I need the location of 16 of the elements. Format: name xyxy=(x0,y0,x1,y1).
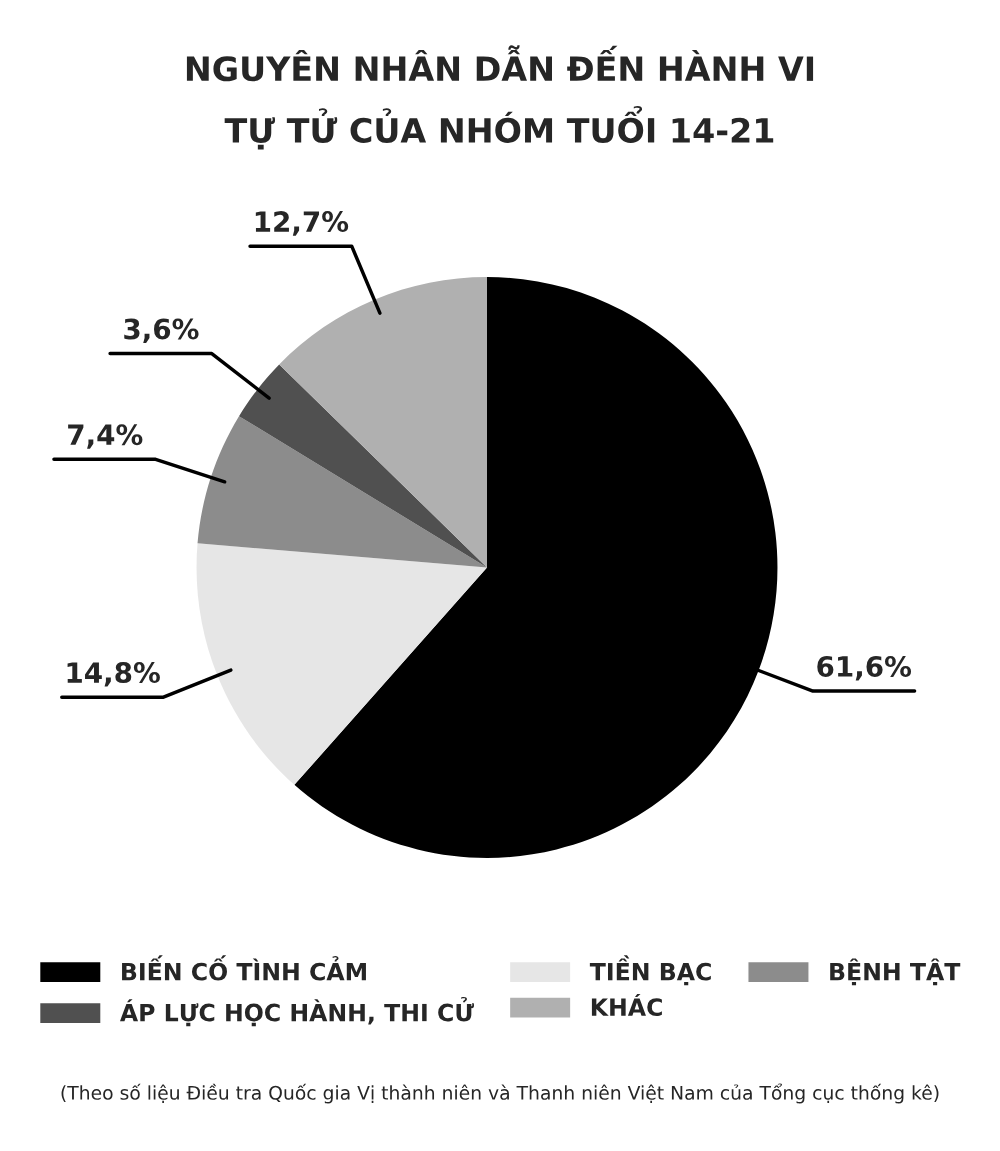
pie-slice xyxy=(239,364,487,568)
data-label: 14,8% xyxy=(67,662,160,687)
legend-label: BỆNH TẬT xyxy=(830,958,961,986)
chart-title: NGUYÊN NHÂN DẪN ĐẾN HÀNH VI TỰ TỬ CỦA NHÓM TUỔI 14-21 xyxy=(186,45,814,150)
pie-slice xyxy=(196,543,487,785)
legend-label: KHÁC xyxy=(591,993,662,1017)
legend-label: BIẾN CỐ TÌNH CẢM xyxy=(122,955,366,981)
data-label: 61,6% xyxy=(817,655,912,681)
pie-slice xyxy=(279,276,487,568)
legend-label: ÁP LỰC HỌC HÀNH, THI CỬ xyxy=(120,996,475,1027)
pie-slice xyxy=(197,416,487,568)
data-label: 12,7% xyxy=(255,211,349,236)
data-label: 7,4% xyxy=(68,424,143,449)
text: (Theo số liệu Điều tra Quốc gia Vị thành niên và Thanh niên Việt Nam của Tổng cục thống kê) xyxy=(61,1083,939,1104)
legend-label: TIỀN BẠC xyxy=(589,955,711,986)
data-label: 3,6% xyxy=(124,318,199,343)
